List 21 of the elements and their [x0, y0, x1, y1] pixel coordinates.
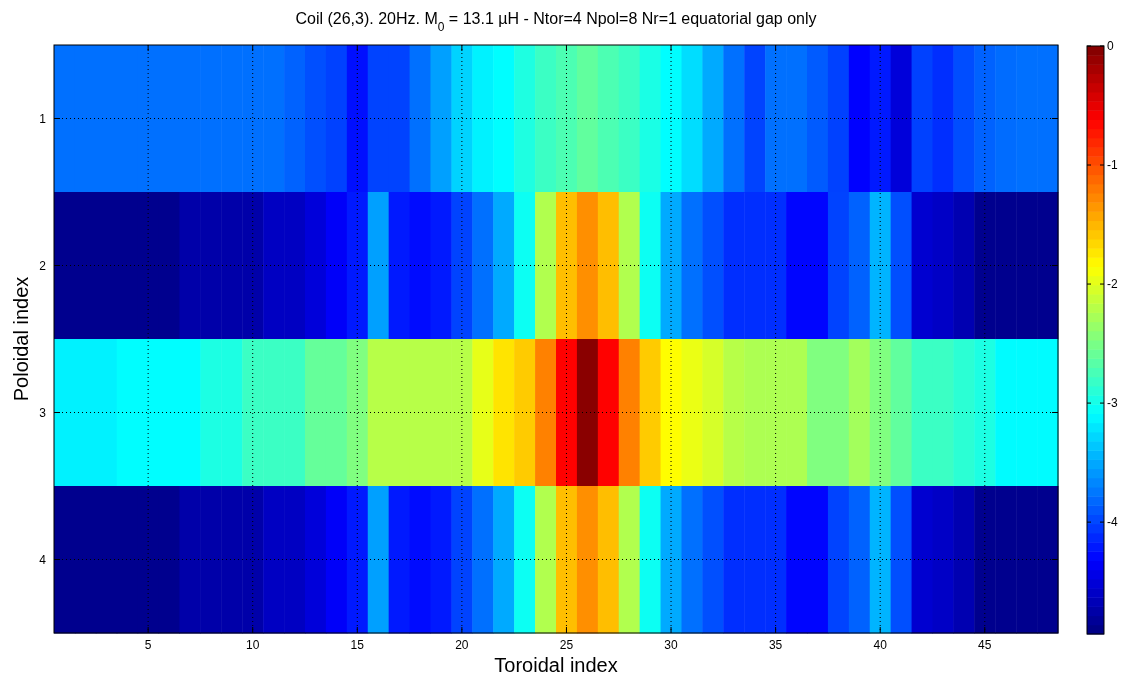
x-tick-label: 40: [873, 638, 888, 652]
color-bar-label: -3: [1107, 396, 1118, 411]
color-bar-label: -4: [1107, 515, 1118, 530]
y-tick-label: 1: [39, 111, 47, 126]
x-axis-title: Toroidal index: [494, 654, 618, 676]
y-tick-label: 2: [39, 258, 47, 273]
chart-title: Coil (26,3). 20Hz. M$_{0}$ = 13.1 µH - Ntor=4 Npol=8 Nr=1 equatorial gap only: [295, 10, 817, 34]
x-tick-label: 35: [768, 638, 783, 652]
x-tick-label: 30: [664, 638, 679, 652]
x-tick-label: 5: [144, 638, 152, 652]
x-tick-label: 25: [559, 638, 574, 652]
color-bar-label: -1: [1107, 158, 1118, 173]
x-tick-label: 20: [455, 638, 469, 652]
x-tick-label: 10: [246, 638, 260, 652]
x-tick-label: 15: [350, 638, 365, 652]
y-axis-title: Poloidal index: [10, 276, 32, 402]
y-tick-label: 4: [39, 552, 47, 567]
y-tick-label: 3: [39, 405, 47, 420]
color-bar-label: 0: [1107, 39, 1114, 53]
color-bar-label: -2: [1107, 277, 1118, 292]
x-tick-label: 45: [978, 638, 992, 652]
